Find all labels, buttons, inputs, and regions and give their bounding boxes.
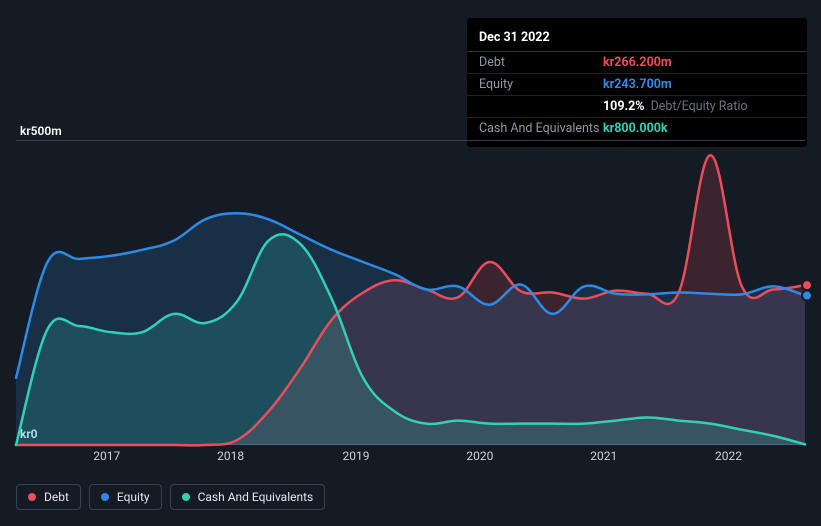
series-end-marker: [802, 280, 812, 290]
legend-item-label: Debt: [44, 490, 69, 504]
tooltip-row-value: kr800.000k: [603, 121, 668, 136]
series-end-marker: [802, 291, 812, 301]
y-axis-max-label: kr500m: [20, 124, 62, 138]
legend-item-label: Equity: [117, 490, 150, 504]
tooltip-row: Debtkr266.200m: [467, 52, 807, 74]
chart-tooltip: Dec 31 2022 Debtkr266.200mEquitykr243.70…: [467, 18, 807, 147]
legend-item-label: Cash And Equivalents: [198, 490, 314, 504]
legend-dot-icon: [28, 493, 36, 501]
tooltip-row-label: Debt: [479, 55, 603, 70]
tooltip-row-value: kr266.200m: [603, 55, 672, 70]
legend-dot-icon: [101, 493, 109, 501]
chart-plot[interactable]: [16, 140, 805, 445]
tooltip-row-value: 109.2%: [603, 99, 645, 114]
x-axis-tick-label: 2019: [343, 449, 370, 463]
tooltip-row-label: Equity: [479, 77, 603, 92]
tooltip-row: Equitykr243.700m: [467, 74, 807, 96]
x-axis-tick-label: 2021: [590, 449, 617, 463]
chart-container: Dec 31 2022 Debtkr266.200mEquitykr243.70…: [0, 0, 821, 526]
x-axis-tick-label: 2017: [93, 449, 120, 463]
tooltip-row: Cash And Equivalentskr800.000k: [467, 118, 807, 139]
x-axis-tick-label: 2020: [466, 449, 493, 463]
legend-dot-icon: [182, 493, 190, 501]
chart-legend: Debt Equity Cash And Equivalents: [16, 484, 325, 510]
legend-item[interactable]: Debt: [16, 484, 81, 510]
tooltip-row: 109.2% Debt/Equity Ratio: [467, 96, 807, 118]
legend-item[interactable]: Cash And Equivalents: [170, 484, 326, 510]
tooltip-row-value: kr243.700m: [603, 77, 672, 92]
tooltip-row-label: Cash And Equivalents: [479, 121, 603, 136]
tooltip-row-extra: Debt/Equity Ratio: [651, 99, 748, 114]
x-axis-tick-label: 2022: [715, 449, 742, 463]
x-axis-labels: 2017 2018 2019 2020 2021 2022: [16, 449, 805, 465]
tooltip-date: Dec 31 2022: [467, 26, 807, 52]
x-axis-tick-label: 2018: [217, 449, 244, 463]
legend-item[interactable]: Equity: [89, 484, 162, 510]
tooltip-rows: Debtkr266.200mEquitykr243.700m109.2%Debt…: [467, 52, 807, 139]
